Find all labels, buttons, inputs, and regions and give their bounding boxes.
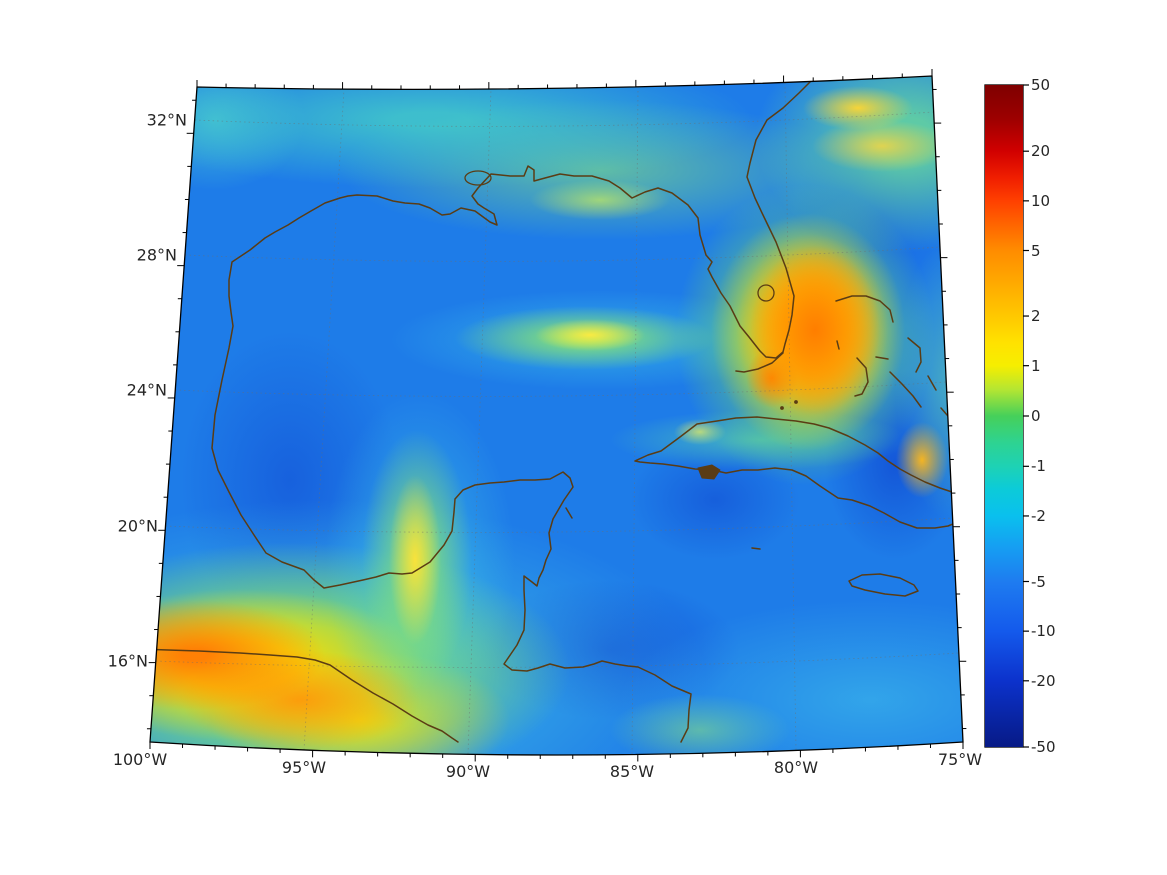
- y-tick-label-16n: 16°N: [107, 651, 148, 671]
- colorbar-tick-label: 5: [1031, 241, 1041, 260]
- colorbar-tick-label: -50: [1031, 738, 1056, 756]
- colorbar-tick-label: 2: [1031, 307, 1041, 326]
- x-tick-label-90w: 90°W: [445, 762, 491, 781]
- colorbar-tick-label: 0: [1031, 407, 1041, 425]
- colorbar-tick-label: 1: [1031, 356, 1041, 375]
- colorbar-tick-label: -1: [1031, 457, 1046, 476]
- x-tick-label-85w: 85°W: [609, 762, 655, 781]
- colorbar-tick-label: -20: [1031, 671, 1056, 690]
- colorbar-tick-label: 10: [1031, 191, 1051, 210]
- colorbar-tick-label: 50: [1031, 76, 1051, 94]
- colorbar-tick-label: -5: [1031, 572, 1046, 591]
- colorbar-tick-label: -2: [1031, 506, 1046, 525]
- colorbar-tick-label: 20: [1031, 142, 1051, 161]
- colorbar-tick-label: -10: [1031, 622, 1056, 641]
- y-tick-label-32n: 32°N: [146, 110, 187, 130]
- y-tick-label-20n: 20°N: [117, 516, 158, 536]
- x-tick-label-95w: 95°W: [281, 758, 327, 777]
- y-tick-label-28n: 28°N: [136, 245, 177, 265]
- x-tick-label-80w: 80°W: [773, 758, 819, 777]
- x-tick-label-75w: 75°W: [937, 750, 983, 769]
- y-tick-label-24n: 24°N: [126, 380, 167, 400]
- colorbar: [985, 85, 1023, 747]
- x-tick-label-100w: 100°W: [112, 750, 168, 769]
